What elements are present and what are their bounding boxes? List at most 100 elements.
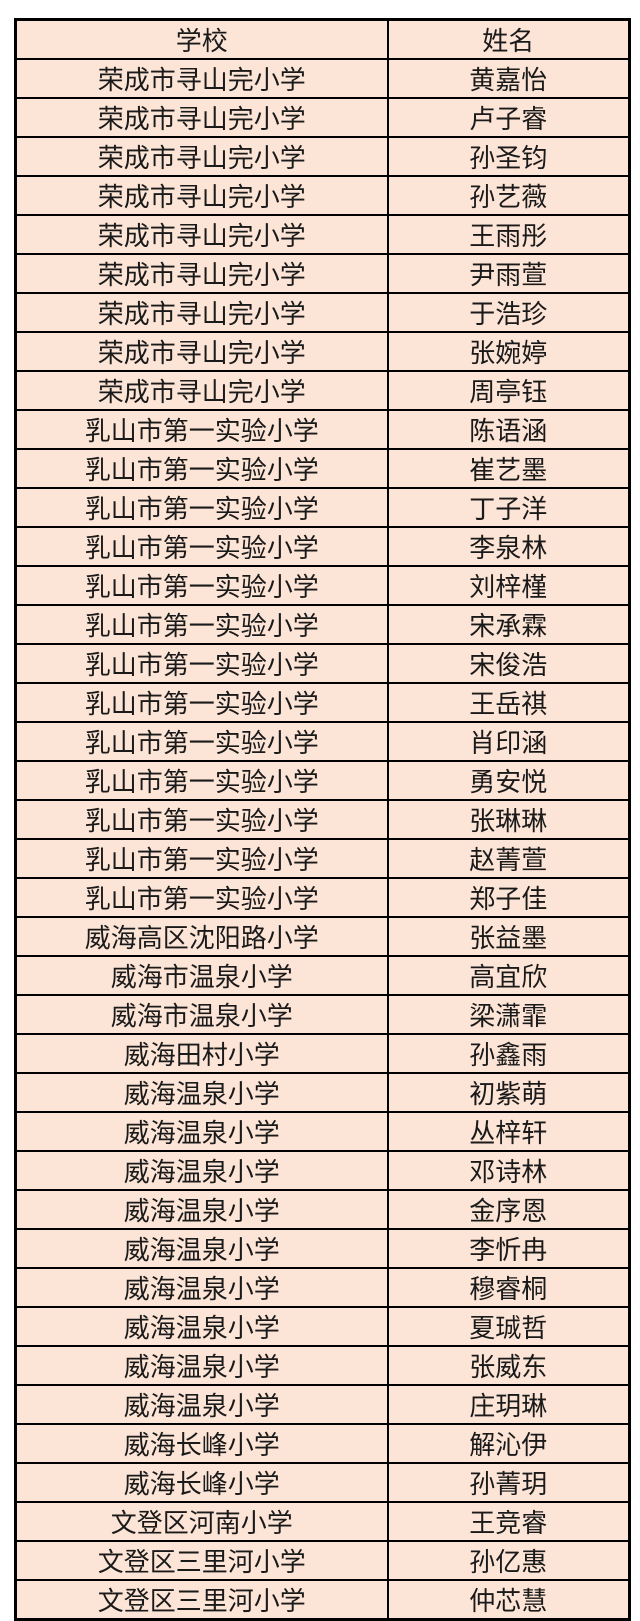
table-row: 乳山市第一实验小学 赵菁萱 [14,838,631,879]
school-cell: 乳山市第一实验小学 [14,565,389,606]
school-cell: 荣成市寻山完小学 [14,136,389,177]
name-cell: 周亭钰 [386,370,631,411]
name-cell: 张益墨 [386,916,631,957]
name-cell: 孙鑫雨 [386,1033,631,1074]
school-cell: 乳山市第一实验小学 [14,721,389,762]
school-cell: 荣成市寻山完小学 [14,370,389,411]
table-row: 荣成市寻山完小学 黄嘉怡 [14,58,631,99]
table-row: 乳山市第一实验小学 宋俊浩 [14,643,631,684]
school-cell: 文登区三里河小学 [14,1579,389,1621]
table-row: 荣成市寻山完小学 尹雨萱 [14,253,631,294]
name-cell: 解沁伊 [386,1423,631,1464]
school-cell: 乳山市第一实验小学 [14,760,389,801]
school-cell: 荣成市寻山完小学 [14,58,389,99]
school-cell: 威海温泉小学 [14,1267,389,1308]
name-cell: 邓诗林 [386,1150,631,1191]
school-cell: 荣成市寻山完小学 [14,97,389,138]
school-cell: 乳山市第一实验小学 [14,643,389,684]
name-cell: 王竞睿 [386,1501,631,1542]
school-cell: 威海温泉小学 [14,1345,389,1386]
name-cell: 孙亿惠 [386,1540,631,1581]
table-row: 乳山市第一实验小学 勇安悦 [14,760,631,801]
table-row: 威海温泉小学 庄玥琳 [14,1384,631,1425]
school-cell: 威海市温泉小学 [14,955,389,996]
table-row: 威海温泉小学 穆睿桐 [14,1267,631,1308]
school-cell: 威海温泉小学 [14,1189,389,1230]
table-row: 威海温泉小学 夏珹哲 [14,1306,631,1347]
table-row: 文登区三里河小学 仲芯慧 [14,1579,631,1621]
school-cell: 乳山市第一实验小学 [14,682,389,723]
school-cell: 乳山市第一实验小学 [14,877,389,918]
school-cell: 文登区河南小学 [14,1501,389,1542]
school-cell: 威海温泉小学 [14,1072,389,1113]
name-cell: 梁潇霏 [386,994,631,1035]
name-cell: 肖印涵 [386,721,631,762]
school-cell: 荣成市寻山完小学 [14,331,389,372]
school-cell: 荣成市寻山完小学 [14,214,389,255]
school-cell: 文登区三里河小学 [14,1540,389,1581]
school-cell: 威海长峰小学 [14,1462,389,1503]
name-cell: 王雨彤 [386,214,631,255]
name-cell: 黄嘉怡 [386,58,631,99]
school-cell: 荣成市寻山完小学 [14,253,389,294]
name-cell: 丁子洋 [386,487,631,528]
school-cell: 威海长峰小学 [14,1423,389,1464]
name-cell: 孙圣钧 [386,136,631,177]
table-row: 荣成市寻山完小学 周亭钰 [14,370,631,411]
table-row: 威海温泉小学 金序恩 [14,1189,631,1230]
table-row: 威海市温泉小学 梁潇霏 [14,994,631,1035]
name-cell: 郑子佳 [386,877,631,918]
school-cell: 乳山市第一实验小学 [14,526,389,567]
header-row: 学校 姓名 [14,18,631,60]
table-row: 乳山市第一实验小学 肖印涵 [14,721,631,762]
name-cell: 崔艺墨 [386,448,631,489]
school-cell: 乳山市第一实验小学 [14,409,389,450]
name-cell: 宋俊浩 [386,643,631,684]
table-row: 乳山市第一实验小学 陈语涵 [14,409,631,450]
name-cell: 张婉婷 [386,331,631,372]
table-row: 文登区三里河小学 孙亿惠 [14,1540,631,1581]
table-row: 威海温泉小学 初紫萌 [14,1072,631,1113]
name-cell: 初紫萌 [386,1072,631,1113]
school-cell: 威海温泉小学 [14,1384,389,1425]
school-cell: 乳山市第一实验小学 [14,604,389,645]
table-row: 乳山市第一实验小学 崔艺墨 [14,448,631,489]
table-row: 荣成市寻山完小学 孙圣钧 [14,136,631,177]
school-cell: 乳山市第一实验小学 [14,838,389,879]
school-cell: 威海温泉小学 [14,1306,389,1347]
table-row: 荣成市寻山完小学 张婉婷 [14,331,631,372]
table-row: 威海田村小学 孙鑫雨 [14,1033,631,1074]
name-cell: 于浩珍 [386,292,631,333]
table-row: 威海市温泉小学 高宜欣 [14,955,631,996]
table-row: 荣成市寻山完小学 孙艺薇 [14,175,631,216]
school-cell: 威海温泉小学 [14,1111,389,1152]
name-cell: 丛梓轩 [386,1111,631,1152]
name-cell: 孙艺薇 [386,175,631,216]
name-cell: 金序恩 [386,1189,631,1230]
school-cell: 乳山市第一实验小学 [14,799,389,840]
name-cell: 刘梓槿 [386,565,631,606]
name-cell: 卢子睿 [386,97,631,138]
table-row: 乳山市第一实验小学 王岳祺 [14,682,631,723]
name-cell: 夏珹哲 [386,1306,631,1347]
name-cell: 张威东 [386,1345,631,1386]
name-column-header: 姓名 [386,18,631,60]
name-cell: 宋承霖 [386,604,631,645]
name-cell: 陈语涵 [386,409,631,450]
table-row: 威海温泉小学 李忻冉 [14,1228,631,1269]
name-cell: 勇安悦 [386,760,631,801]
name-cell: 张琳琳 [386,799,631,840]
table-row: 文登区河南小学 王竞睿 [14,1501,631,1542]
name-cell: 王岳祺 [386,682,631,723]
name-cell: 赵菁萱 [386,838,631,879]
school-column-header: 学校 [14,18,389,60]
table-row: 乳山市第一实验小学 宋承霖 [14,604,631,645]
name-cell: 尹雨萱 [386,253,631,294]
school-cell: 威海温泉小学 [14,1150,389,1191]
school-cell: 威海高区沈阳路小学 [14,916,389,957]
table-row: 乳山市第一实验小学 刘梓槿 [14,565,631,606]
school-cell: 荣成市寻山完小学 [14,292,389,333]
table-row: 荣成市寻山完小学 于浩珍 [14,292,631,333]
table-row: 威海温泉小学 邓诗林 [14,1150,631,1191]
table-row: 乳山市第一实验小学 张琳琳 [14,799,631,840]
